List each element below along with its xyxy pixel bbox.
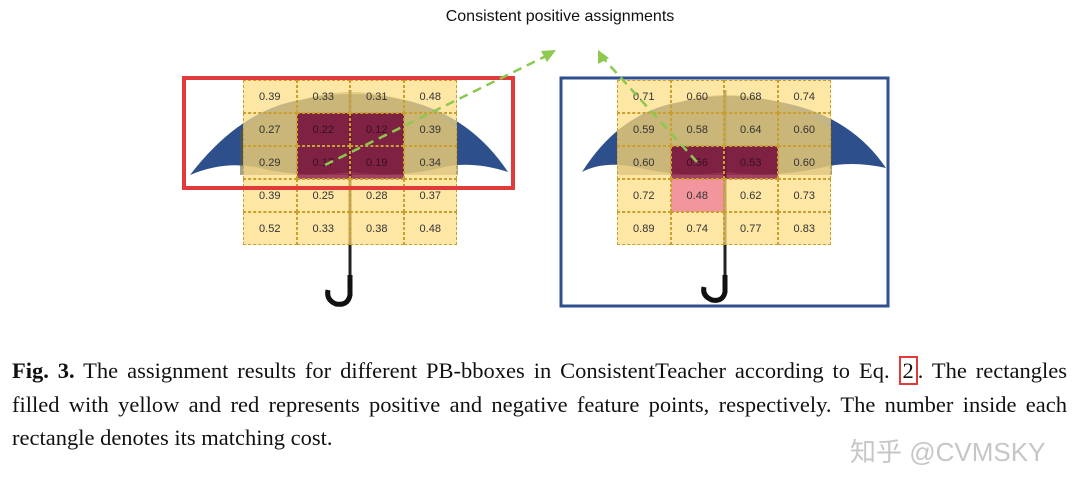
cost-cell: 0.38 [350,212,404,245]
left-pb-bbox [182,76,515,190]
figure-title: Consistent positive assignments [445,8,675,25]
caption-text-2: . The rectangles filled with yellow and … [12,358,1068,450]
cost-cell: 0.33 [296,80,350,113]
cost-cell: 0.28 [350,179,404,212]
cost-cell: 0.29 [243,146,297,179]
left-arrow [324,53,549,167]
figure: Consistent positive assignments 0.39 0.33… [182,8,890,308]
overlay [182,50,890,308]
cost-cell: 0.52 [243,212,297,245]
cost-cell: 0.77 [724,212,778,245]
watermark: 知乎 @CVMSKY [850,437,1046,467]
right-cost-grid: 0.71 0.60 0.68 0.74 0.59 0.58 0.64 0.60 0.60 0.56… [617,80,831,245]
cost-cell: 0.17 [296,146,350,179]
cost-cell: 0.22 [296,113,350,146]
cost-cell: 0.39 [243,80,297,113]
cost-cell: 0.53 [724,146,778,179]
cost-cell: 0.74 [777,80,831,113]
cost-cell: 0.74 [670,212,724,245]
cost-cell: 0.58 [670,113,724,146]
cost-cell: 0.59 [617,113,671,146]
cost-cell: 0.27 [243,113,297,146]
cost-cell: 0.25 [296,179,350,212]
cost-cell: 0.37 [403,179,457,212]
cost-cell: 0.33 [296,212,350,245]
left-arrowhead-icon [541,50,556,62]
cost-cell: 0.39 [243,179,297,212]
cost-cell: 0.60 [670,80,724,113]
cost-cell: 0.60 [777,146,831,179]
caption-text: The assignment results for different PB-… [74,358,899,383]
cost-cell: 0.34 [403,146,457,179]
cost-cell: 0.60 [617,146,671,179]
equation-reference-link[interactable]: 2 [898,356,918,385]
cost-cell: 0.62 [724,179,778,212]
cost-cell: 0.64 [724,113,778,146]
cost-cell: 0.39 [403,113,457,146]
cost-cell: 0.56 [670,146,724,179]
cost-cell: 0.19 [350,146,404,179]
figure-caption: Fig. 3. The assignment results for diffe… [12,354,1067,455]
cost-cell: 0.48 [403,80,457,113]
left-cost-grid: 0.39 0.33 0.31 0.48 0.27 0.22 0.12 0.39 0.29 0.17… [243,80,457,245]
right-pb-bbox [559,76,890,308]
cost-cell: 0.68 [724,80,778,113]
cost-cell: 0.72 [617,179,671,212]
cost-cell: 0.31 [350,80,404,113]
cost-cell: 0.48 [403,212,457,245]
cost-cell: 0.60 [777,113,831,146]
cost-cell: 0.89 [617,212,671,245]
cost-cell: 0.71 [617,80,671,113]
caption-label: Fig. 3. [12,358,75,383]
cost-cell: 0.83 [777,212,831,245]
cost-cell: 0.73 [777,179,831,212]
right-arrow [602,57,698,163]
cost-cell: 0.48 [670,179,724,212]
right-arrowhead-icon [598,50,609,64]
